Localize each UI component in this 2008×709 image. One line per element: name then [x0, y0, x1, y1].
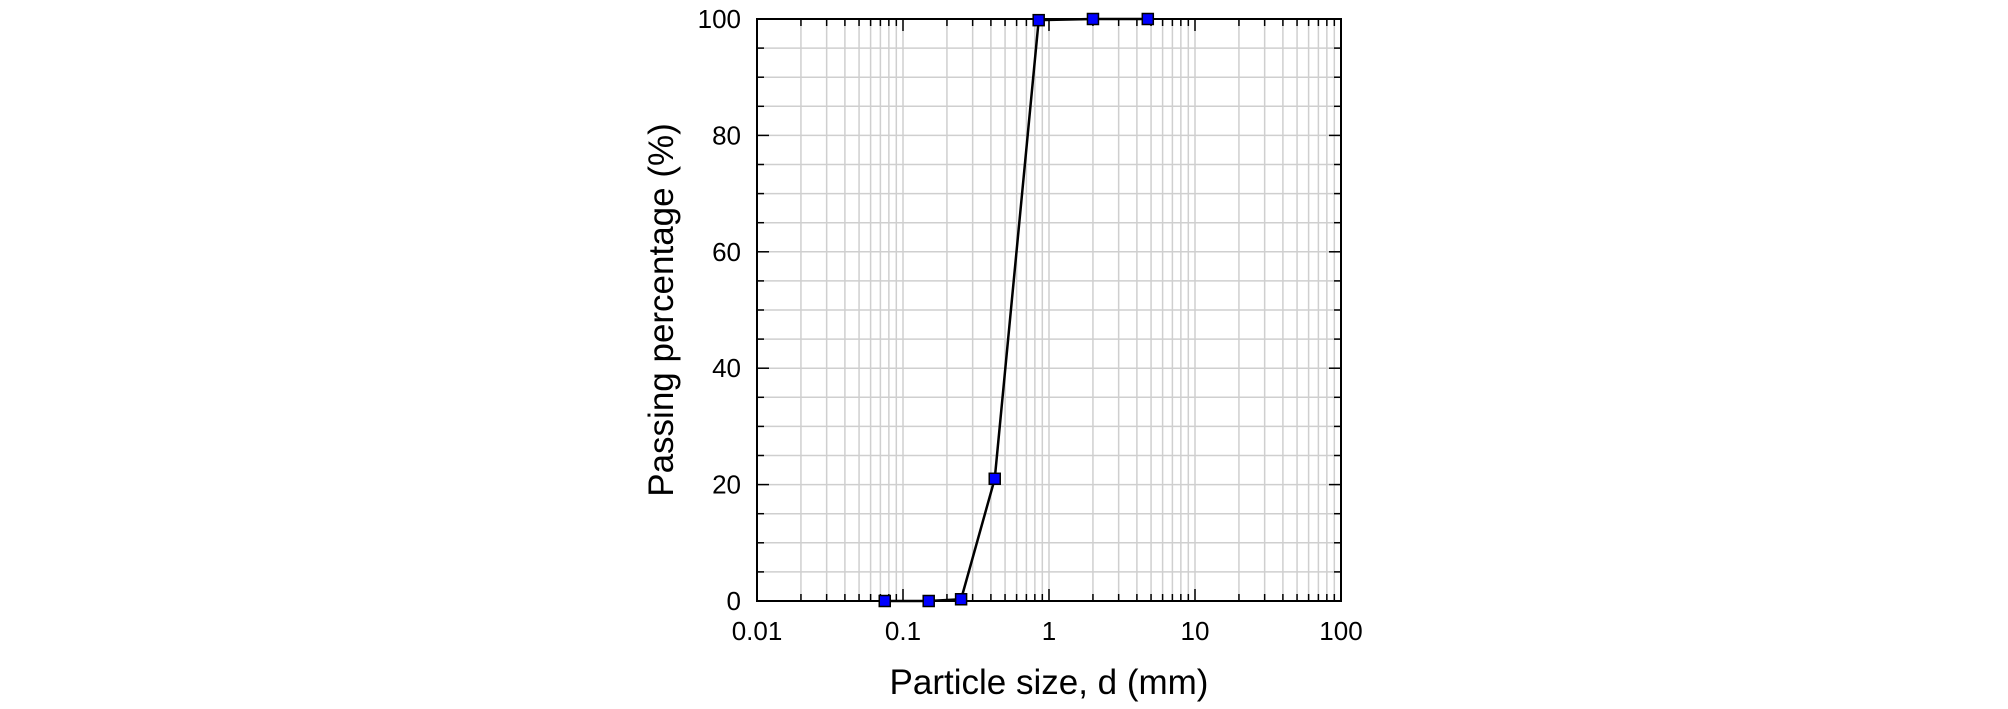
series-markers — [878, 12, 1155, 608]
x-tick-labels: 0.01 0.1 1 10 100 — [732, 616, 1363, 646]
x-tick-label: 100 — [1319, 616, 1362, 646]
data-point-marker — [954, 593, 968, 606]
x-tick-label: 0.01 — [732, 616, 783, 646]
y-tick-label: 80 — [712, 120, 741, 150]
y-tick-labels: 0 20 40 60 80 100 — [698, 4, 741, 616]
data-point-marker — [922, 594, 935, 608]
data-point-marker — [1141, 12, 1155, 26]
y-tick-label: 40 — [712, 353, 741, 383]
x-tick-label: 10 — [1181, 616, 1210, 646]
y-tick-label: 20 — [712, 470, 741, 500]
x-tick-label: 0.1 — [885, 616, 921, 646]
data-point-marker — [1086, 12, 1100, 26]
y-axis-title: Passing percentage (%) — [642, 123, 681, 497]
axis-ticks — [756, 18, 1341, 602]
y-tick-label: 100 — [698, 4, 741, 34]
data-point-marker — [988, 472, 1001, 486]
data-point-marker — [878, 594, 892, 608]
y-tick-label: 0 — [727, 586, 741, 616]
y-tick-label: 60 — [712, 237, 741, 267]
grid — [757, 19, 1341, 601]
x-axis-title: Particle size, d (mm) — [890, 663, 1209, 702]
x-tick-label: 1 — [1042, 616, 1056, 646]
data-point-marker — [1032, 13, 1045, 27]
